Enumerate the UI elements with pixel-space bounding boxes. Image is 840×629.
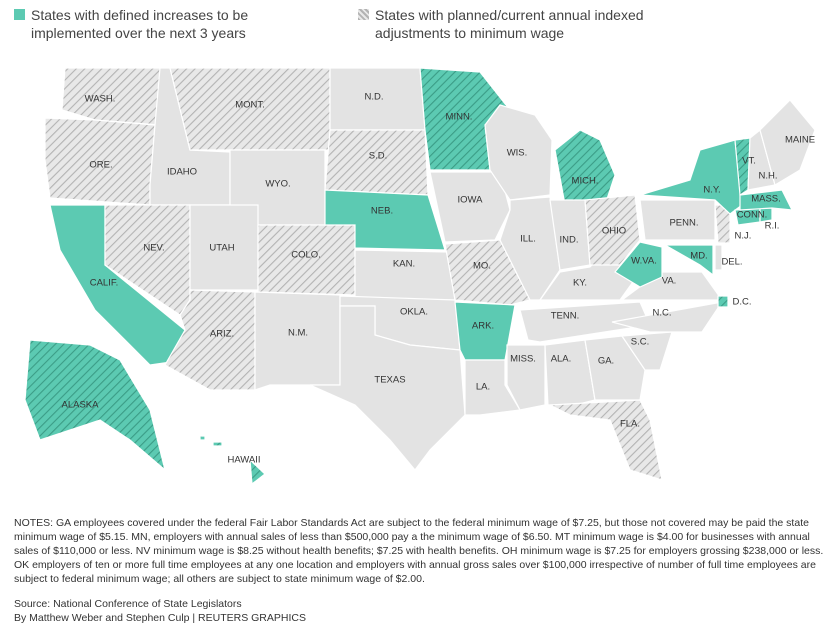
- state-shape: [717, 295, 729, 308]
- state-shape: [484, 104, 553, 201]
- state-shape: [24, 339, 167, 472]
- state-label: FLA.: [620, 419, 640, 430]
- state-label: MO.: [473, 261, 491, 272]
- state-label: S.D.: [369, 151, 387, 162]
- state-label: TEXAS: [374, 375, 405, 386]
- state-label: ILL.: [520, 234, 536, 245]
- state-label: WYO.: [265, 179, 290, 190]
- state-label: N.D.: [365, 92, 384, 103]
- state-shape: [324, 129, 429, 196]
- state-shape: [611, 301, 724, 333]
- state-label: TENN.: [551, 311, 580, 322]
- state-label: MONT.: [235, 100, 265, 111]
- state-shape: [554, 129, 616, 206]
- state-label: IND.: [560, 235, 579, 246]
- map: WASH. ORE. IDAHO MONT. WYO. CALIF. NEV. UTAH COL…: [24, 67, 816, 486]
- notes: NOTES: GA employees covered under the fe…: [14, 517, 824, 585]
- state-label: LA.: [476, 382, 490, 393]
- state-label: IDAHO: [167, 167, 197, 178]
- state-label: UTAH: [209, 243, 234, 254]
- credit: By Matthew Weber and Stephen Culp | REUT…: [14, 612, 306, 624]
- legend-item: States with planned/current annual index…: [358, 6, 658, 42]
- state-shape: [584, 194, 641, 266]
- state-shape: [354, 249, 456, 301]
- state-shape: [254, 291, 341, 391]
- state-shape: [662, 244, 714, 277]
- state-label: N.Y.: [703, 185, 720, 196]
- state-label: W.VA.: [631, 256, 657, 267]
- state-shape: [519, 301, 651, 343]
- state-label: NEB.: [371, 206, 393, 217]
- state-label: KAN.: [393, 259, 415, 270]
- state-label: KY.: [573, 278, 587, 289]
- state-label: N.H.: [759, 171, 778, 182]
- state-label: WIS.: [507, 148, 528, 159]
- state-label: ALA.: [551, 354, 572, 365]
- state-label: PENN.: [669, 218, 698, 229]
- state-label: MICH.: [572, 176, 599, 187]
- state-label: IOWA: [458, 195, 484, 206]
- state-label: ORE.: [89, 160, 112, 171]
- state-shape: [639, 199, 716, 241]
- state-label: R.I.: [765, 221, 780, 232]
- state-label: HAWAII: [227, 455, 260, 466]
- state-shape: [309, 305, 466, 471]
- legend-item: States with defined increases to be impl…: [14, 6, 314, 42]
- source: Source: National Conference of State Leg…: [14, 598, 242, 610]
- state-label: WASH.: [85, 94, 116, 105]
- state-shape: [584, 335, 646, 401]
- legend-label: States with planned/current annual index…: [375, 7, 644, 41]
- state-label: VA.: [662, 276, 677, 287]
- state-label: S.C.: [631, 337, 649, 348]
- state-label: DEL.: [721, 257, 742, 268]
- state-label: NEV.: [143, 243, 164, 254]
- state-shape: [199, 435, 266, 486]
- state-label: ALASKA: [62, 400, 100, 411]
- legend-swatch: [358, 9, 369, 20]
- state-label: ARK.: [472, 321, 494, 332]
- state-label: OKLA.: [400, 307, 428, 318]
- state-shape: [444, 239, 531, 306]
- state-label: MINN.: [446, 112, 473, 123]
- state-shape: [759, 99, 816, 186]
- state-shape: [324, 189, 446, 251]
- state-label: N.J.: [735, 231, 752, 242]
- legend-label: States with defined increases to be impl…: [31, 7, 249, 41]
- state-shape: [614, 241, 663, 288]
- state-label: COLO.: [291, 250, 321, 261]
- state-label: ARIZ.: [210, 329, 234, 340]
- legend-swatch: [14, 9, 25, 20]
- state-label: MASS.: [751, 194, 781, 205]
- state-label: VT.: [742, 156, 756, 167]
- state-shape: [739, 189, 794, 211]
- state-shape: [429, 171, 511, 243]
- state-label: CONN.: [737, 210, 768, 221]
- state-shape: [620, 331, 673, 371]
- state-label: CALIF.: [90, 278, 119, 289]
- state-label: MAINE: [785, 135, 815, 146]
- state-label: N.M.: [288, 328, 308, 339]
- state-label: MISS.: [510, 354, 536, 365]
- state-shape: [547, 399, 663, 481]
- state-label: GA.: [598, 356, 614, 367]
- state-shape: [506, 344, 546, 411]
- state-label: D.C.: [733, 297, 752, 308]
- state-shape: [714, 244, 723, 271]
- state-label: MD.: [690, 251, 707, 262]
- state-label: N.C.: [653, 308, 672, 319]
- state-label: OHIO: [602, 226, 626, 237]
